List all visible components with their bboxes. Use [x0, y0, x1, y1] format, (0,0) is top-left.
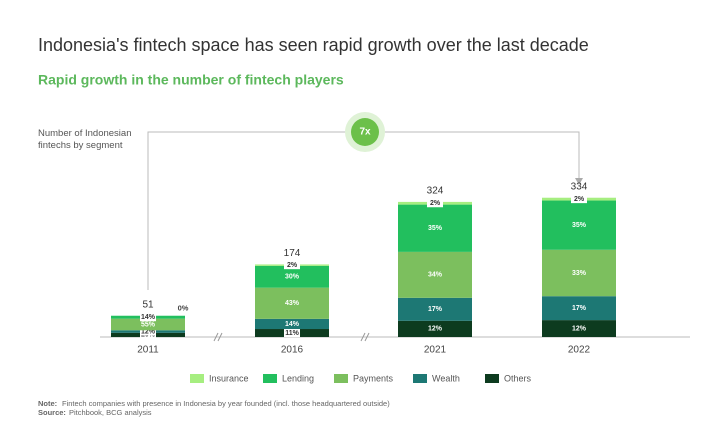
data-label: 30%: [285, 274, 300, 281]
bar-segment: [398, 251, 472, 298]
data-label: 34%: [428, 272, 443, 279]
note: Fintech companies with presence in Indon…: [62, 399, 390, 408]
data-label: 35%: [572, 222, 587, 229]
data-label: 12%: [572, 325, 587, 332]
legend-label: Wealth: [432, 373, 460, 383]
legend-label: Insurance: [209, 373, 249, 383]
total-label: 174: [284, 248, 301, 259]
total-label: 324: [427, 186, 444, 197]
data-label: 17%: [572, 305, 587, 312]
data-label: 33%: [572, 270, 587, 277]
x-tick-label: 2011: [137, 345, 159, 356]
bar-segment: [398, 320, 472, 337]
source: Pitchbook, BCG analysis: [69, 408, 152, 417]
legend-swatch: [413, 374, 427, 383]
data-label: 17%: [428, 306, 443, 313]
bar-segment: [398, 204, 472, 252]
bar-segment: [255, 265, 329, 288]
data-label: 55%: [141, 321, 156, 328]
bar-segment: [542, 320, 616, 337]
label-box: [284, 261, 300, 270]
y-axis-label: Number of Indonesian fintechs by segment: [38, 128, 132, 151]
bar-segment: [255, 287, 329, 319]
bar-segment: [542, 296, 616, 321]
arrow-head: [575, 178, 583, 185]
legend-swatch: [263, 374, 277, 383]
badge: [351, 118, 379, 146]
x-tick-label: 2021: [424, 345, 447, 356]
source-label: Source:: [38, 408, 66, 417]
legend-swatch: [190, 374, 204, 383]
data-label: 2%: [430, 200, 441, 207]
x-tick-label: 2016: [281, 345, 304, 356]
legend-label: Payments: [353, 373, 394, 383]
bar-segment: [398, 297, 472, 321]
note-label: Note:: [38, 399, 57, 408]
label-box: [140, 327, 156, 336]
axis-break: [213, 332, 370, 342]
label-box: [571, 195, 587, 204]
data-label: 2%: [287, 262, 298, 269]
growth-bracket: [147, 131, 580, 290]
legend-swatch: [485, 374, 499, 383]
data-label: 11%: [285, 330, 299, 337]
bar-segment: [542, 249, 616, 297]
data-label: 14%: [285, 321, 300, 328]
chart-subtitle: Rapid growth in the number of fintech pl…: [38, 72, 344, 88]
data-label: 43%: [285, 300, 300, 307]
total-label: 334: [571, 181, 588, 192]
legend-label: Lending: [282, 373, 314, 383]
label-box: [284, 329, 300, 338]
data-label: 14%: [141, 314, 156, 321]
legend-label: Others: [504, 373, 532, 383]
label-box: [427, 199, 443, 208]
bar-segment: [111, 318, 185, 331]
label-box: [140, 313, 156, 322]
total-label: 51: [142, 299, 154, 310]
bar-segment: [255, 318, 329, 330]
data-label: 12%: [428, 326, 443, 333]
data-label: 0%: [178, 304, 189, 313]
chart-title: Indonesia's fintech space has seen rapid…: [38, 35, 589, 55]
legend-swatch: [334, 374, 348, 383]
data-label: 35%: [428, 225, 443, 232]
bar-segment: [542, 200, 616, 250]
annotation: 7x: [359, 127, 371, 138]
data-label: 12%: [141, 328, 156, 335]
data-label: 2%: [574, 196, 585, 203]
x-tick-label: 2022: [568, 345, 591, 356]
